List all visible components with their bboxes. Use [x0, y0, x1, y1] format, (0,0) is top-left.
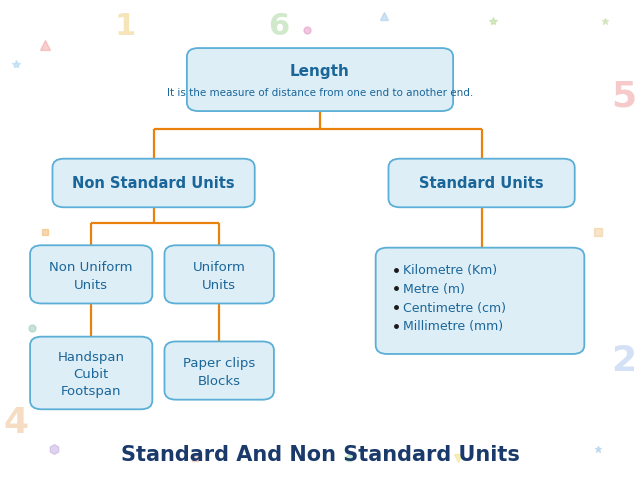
Text: Units: Units	[202, 278, 236, 291]
Text: Non Uniform: Non Uniform	[49, 261, 133, 274]
FancyBboxPatch shape	[388, 159, 575, 208]
Text: Paper clips: Paper clips	[183, 357, 255, 370]
FancyBboxPatch shape	[376, 248, 584, 354]
Text: 6: 6	[268, 12, 289, 41]
Text: Uniform: Uniform	[193, 261, 246, 274]
Text: Cubit: Cubit	[74, 367, 109, 380]
FancyBboxPatch shape	[30, 337, 152, 409]
Text: 4: 4	[3, 406, 29, 439]
Text: Length: Length	[290, 63, 350, 79]
Text: Millimetre (mm): Millimetre (mm)	[403, 320, 503, 333]
FancyBboxPatch shape	[164, 246, 274, 304]
Text: It is the measure of distance from one end to another end.: It is the measure of distance from one e…	[167, 88, 473, 98]
FancyBboxPatch shape	[164, 342, 274, 400]
Text: Units: Units	[74, 278, 108, 291]
Text: Standard And Non Standard Units: Standard And Non Standard Units	[120, 444, 520, 464]
Text: 2: 2	[611, 343, 637, 377]
Text: Blocks: Blocks	[198, 374, 241, 387]
Text: Handspan: Handspan	[58, 350, 125, 363]
FancyBboxPatch shape	[52, 159, 255, 208]
Text: Kilometre (Km): Kilometre (Km)	[403, 264, 497, 277]
Text: 5: 5	[611, 79, 637, 113]
Text: Non Standard Units: Non Standard Units	[72, 176, 235, 191]
Text: Footspan: Footspan	[61, 384, 122, 397]
FancyBboxPatch shape	[187, 49, 453, 112]
Text: Metre (m): Metre (m)	[403, 282, 465, 295]
Text: 1: 1	[114, 12, 136, 41]
FancyBboxPatch shape	[30, 246, 152, 304]
Text: Standard Units: Standard Units	[419, 176, 544, 191]
Text: Centimetre (cm): Centimetre (cm)	[403, 301, 506, 314]
